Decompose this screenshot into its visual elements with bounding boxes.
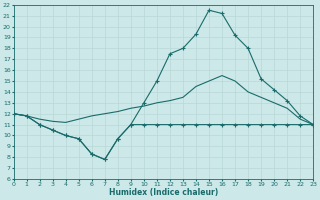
X-axis label: Humidex (Indice chaleur): Humidex (Indice chaleur) (109, 188, 218, 197)
